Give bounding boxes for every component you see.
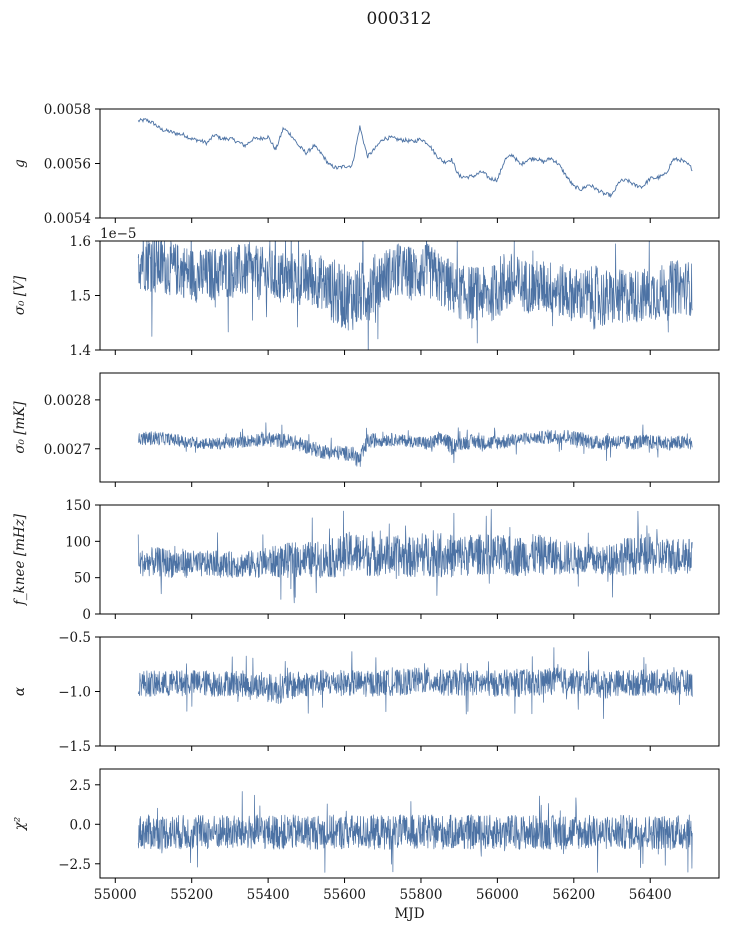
panel-g: 0.0054 0.0056 0.0058 g — [12, 102, 720, 227]
y-tick-label: 0.0054 — [44, 211, 91, 227]
y-axis-label: σ₀ [V] — [12, 275, 28, 315]
series-line — [137, 422, 693, 467]
panel-sigma0_mk: 0.0027 0.0028 σ₀ [mK] — [12, 372, 720, 487]
series-line — [137, 791, 693, 873]
plot-area-chi2 — [137, 791, 693, 873]
y-tick-label: 2.5 — [70, 778, 91, 794]
y-tick-label: 50 — [74, 571, 91, 587]
y-tick-label: 0.0028 — [44, 393, 91, 409]
y-tick-label: −2.5 — [58, 857, 91, 873]
y-tick-label: 0.0056 — [44, 157, 91, 173]
y-tick-label: 0 — [82, 607, 91, 623]
y-axis-label: α — [12, 687, 28, 696]
y-tick-label: 0.0 — [70, 817, 91, 833]
y-axis-label: σ₀ [mK] — [12, 401, 28, 454]
series-line — [137, 647, 693, 719]
series-line — [137, 241, 693, 350]
x-tick-label: 55400 — [247, 887, 290, 903]
plot-area-alpha — [137, 647, 693, 719]
series-line — [137, 509, 693, 604]
y-tick-label: 0.0058 — [44, 102, 91, 118]
plot-area-fknee — [137, 509, 693, 604]
y-axis-label: χ² — [12, 817, 28, 832]
x-axis-label: MJD — [394, 906, 424, 922]
plot-area-g — [137, 117, 693, 199]
panels: 0.0054 0.0056 0.0058 g 1.4 1.5 1.6 1e−5 σ₀ [V] 0.… — [12, 102, 720, 922]
y-tick-label: 1.5 — [70, 289, 91, 305]
axes-frame — [99, 768, 720, 879]
figure-title: 000312 — [367, 9, 432, 29]
plot-area-sigma0_mk — [137, 422, 693, 467]
y-offset-text: 1e−5 — [100, 226, 136, 242]
y-axis-label: f_knee [mHz] — [12, 513, 28, 606]
y-tick-label: −1.0 — [58, 685, 91, 701]
x-tick-label: 56000 — [476, 887, 519, 903]
x-tick-label: 56400 — [629, 887, 672, 903]
panel-chi2: −2.5 0.0 2.5 55000 55200 55400 55600 55800 56000… — [12, 768, 720, 922]
y-tick-label: 0.0027 — [44, 442, 91, 458]
y-tick-label: 1.6 — [70, 234, 91, 250]
x-tick-label: 55200 — [170, 887, 213, 903]
y-axis-label: g — [12, 159, 28, 168]
y-tick-label: 1.4 — [70, 343, 91, 359]
panel-sigma0_v: 1.4 1.5 1.6 1e−5 σ₀ [V] — [12, 226, 720, 359]
series-line — [137, 117, 693, 199]
x-tick-label: 55000 — [94, 887, 137, 903]
axes-frame — [99, 504, 720, 615]
panel-fknee: 0 50 100 150 f_knee [mHz] — [12, 498, 720, 623]
y-tick-label: 150 — [65, 498, 91, 514]
x-tick-label: 55800 — [399, 887, 442, 903]
panel-alpha: −1.5 −1.0 −0.5 α — [12, 630, 720, 755]
axes-frame — [99, 372, 720, 483]
x-tick-label: 55600 — [323, 887, 366, 903]
x-tick-label: 56200 — [552, 887, 595, 903]
y-tick-label: −0.5 — [58, 630, 91, 646]
y-tick-label: −1.5 — [58, 739, 91, 755]
y-tick-label: 100 — [65, 534, 91, 550]
plot-area-sigma0_v — [137, 241, 693, 350]
